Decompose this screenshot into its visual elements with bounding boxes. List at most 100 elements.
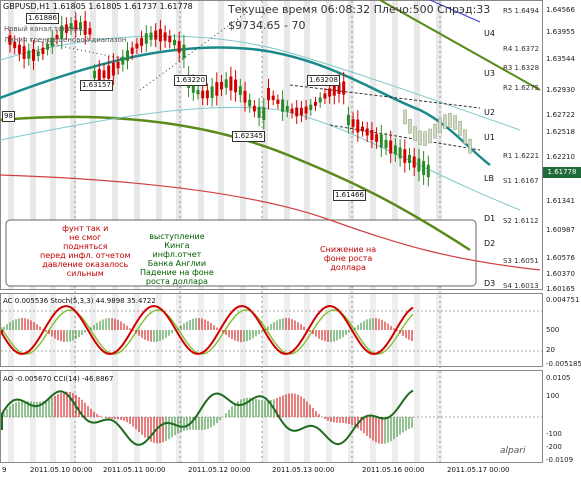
session-stripe [240,1,246,289]
price-box: 1.63208 [307,75,340,86]
price-tick: 1.62930 [546,86,575,94]
candle-body [116,61,120,69]
projection-bar [448,113,452,128]
session-stripe [436,294,442,366]
candle-body [83,20,87,35]
time-tick: 2011.05.11 00:00 [103,466,166,474]
cci-line [1,389,414,446]
candle-body [41,47,45,55]
ao-title: AO -0.005670 CCI(14) -46.8867 [3,375,114,383]
session-stripe [70,1,76,289]
channel-line-upper [379,0,541,91]
candle-body [234,79,238,93]
ao-panel-frame [0,370,543,463]
price-tick: 1.60987 [546,226,575,234]
candle-body [252,105,256,112]
candle-body [365,128,369,136]
candle-body [182,44,186,59]
main-panel-frame [0,0,543,290]
candle-body [375,134,379,142]
candle-body [69,23,73,30]
price-tick: 1.62210 [546,153,575,161]
candle-body [238,86,242,95]
candle-body [318,97,322,103]
price-tick: 1.64566 [546,6,575,14]
session-stripe [240,294,246,366]
level-label: U1 [484,133,495,142]
price-tick: 1.63955 [546,28,575,36]
time-tick: 9 [2,466,7,474]
projection-bar [438,118,442,133]
session-stripe [218,1,224,289]
candle-body [88,28,92,35]
session-stripe [198,1,204,289]
pivot-label: R1 1.6221 [503,152,540,160]
candle-body [173,39,176,46]
projection-bar [453,115,457,130]
projection-bar [428,128,432,144]
level-label: D1 [484,214,496,223]
projection-bar [468,138,472,154]
stoch-axis: 20 [546,346,555,354]
session-stripe [370,1,376,289]
session-stripe [50,1,56,289]
session-stripe [90,294,96,366]
ao-axis: -100 [546,430,562,438]
candle-body [393,145,397,155]
candle-body [342,81,346,95]
candle-body [384,139,388,149]
candle-body [314,101,317,106]
price-tick: 1.62722 [546,111,575,119]
pivot-label: S2 1.6112 [503,217,539,225]
price-box-high: 1.61886 [26,13,59,24]
session-stripe [90,1,96,289]
session-stripe [50,294,56,366]
candle-body [93,70,97,79]
time-tick: 2011.05.17 00:00 [447,466,510,474]
session-stripe [8,1,14,289]
candle-body [168,35,172,43]
stoch-main-line [1,304,414,356]
candle-body [36,51,40,57]
candle-body [408,154,411,164]
server-time: Текущее время 06:08:32 Плечо:500 Спрэд:3… [228,3,491,16]
candle-body [351,119,355,127]
candle-body [64,24,68,33]
time-tick: 2011.05.12 00:00 [188,466,251,474]
candle-body [74,20,78,30]
candle-body [281,99,285,112]
candle-body [332,84,336,96]
price-box: 1.63157 [80,80,113,91]
projection-bar [458,121,462,136]
dotted-trendline [139,9,251,91]
candle-body [290,108,294,114]
projection-bar [423,131,427,146]
candle-body [149,32,153,40]
candle-body [285,106,289,112]
session-stripe [326,1,332,289]
annotation-note: Снижение на фоне роста доллара [320,245,377,272]
envelope-upper [0,35,521,131]
candle-body [346,114,350,126]
candle-body [27,50,31,59]
envelope-lower [0,106,521,211]
candle-body [262,107,266,120]
candle-body [158,29,162,42]
session-stripe [8,294,14,366]
candle-body [412,156,416,168]
candle-body [426,164,430,178]
account-balance: $9734.65 - 70 [228,19,306,32]
session-stripe [304,1,310,289]
dashed-trendline [289,84,481,109]
projection-bar [463,129,467,145]
candle-body [13,41,17,49]
candle-body [201,90,205,99]
session-stripe [262,1,268,289]
candle-body [177,40,181,53]
projection-bar [418,130,422,146]
candle-body [422,161,426,175]
candle-body [154,30,158,40]
session-stripe [414,1,420,289]
